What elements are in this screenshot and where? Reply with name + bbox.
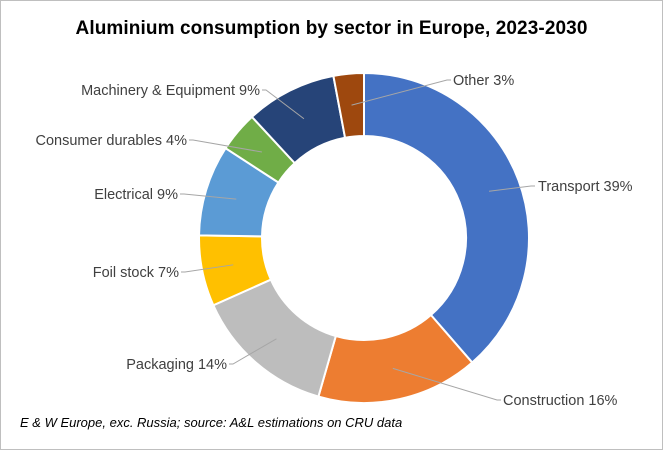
leader-lines-layer	[180, 79, 535, 401]
leader-line-construction	[392, 367, 501, 401]
source-note: E & W Europe, exc. Russia; source: A&L e…	[20, 415, 403, 430]
label-construction: Construction 16%	[503, 393, 618, 409]
labels-layer: Transport 39% Construction 16% Packaging 1…	[35, 73, 632, 409]
leader-line-transport	[488, 185, 535, 192]
chart-title: Aluminium consumption by sector in Europ…	[75, 18, 588, 39]
label-machinery-and-equipment: Machinery & Equipment 9%	[81, 83, 260, 99]
slices-layer	[198, 71, 530, 404]
leader-line-machinery-and-equipment	[262, 89, 305, 120]
label-foil-stock: Foil stock 7%	[93, 265, 179, 281]
label-consumer-durables: Consumer durables 4%	[35, 133, 187, 149]
slice-transport	[363, 71, 530, 364]
leader-line-foil-stock	[181, 264, 234, 273]
leader-line-consumer-durables	[189, 139, 262, 153]
leader-line-electrical	[180, 193, 237, 200]
label-electrical: Electrical 9%	[94, 187, 178, 203]
label-packaging: Packaging 14%	[126, 357, 227, 373]
leader-line-other	[351, 79, 451, 106]
label-other: Other 3%	[453, 73, 514, 89]
label-transport: Transport 39%	[538, 179, 633, 195]
leader-line-packaging	[229, 338, 277, 365]
slice-other	[332, 71, 365, 139]
